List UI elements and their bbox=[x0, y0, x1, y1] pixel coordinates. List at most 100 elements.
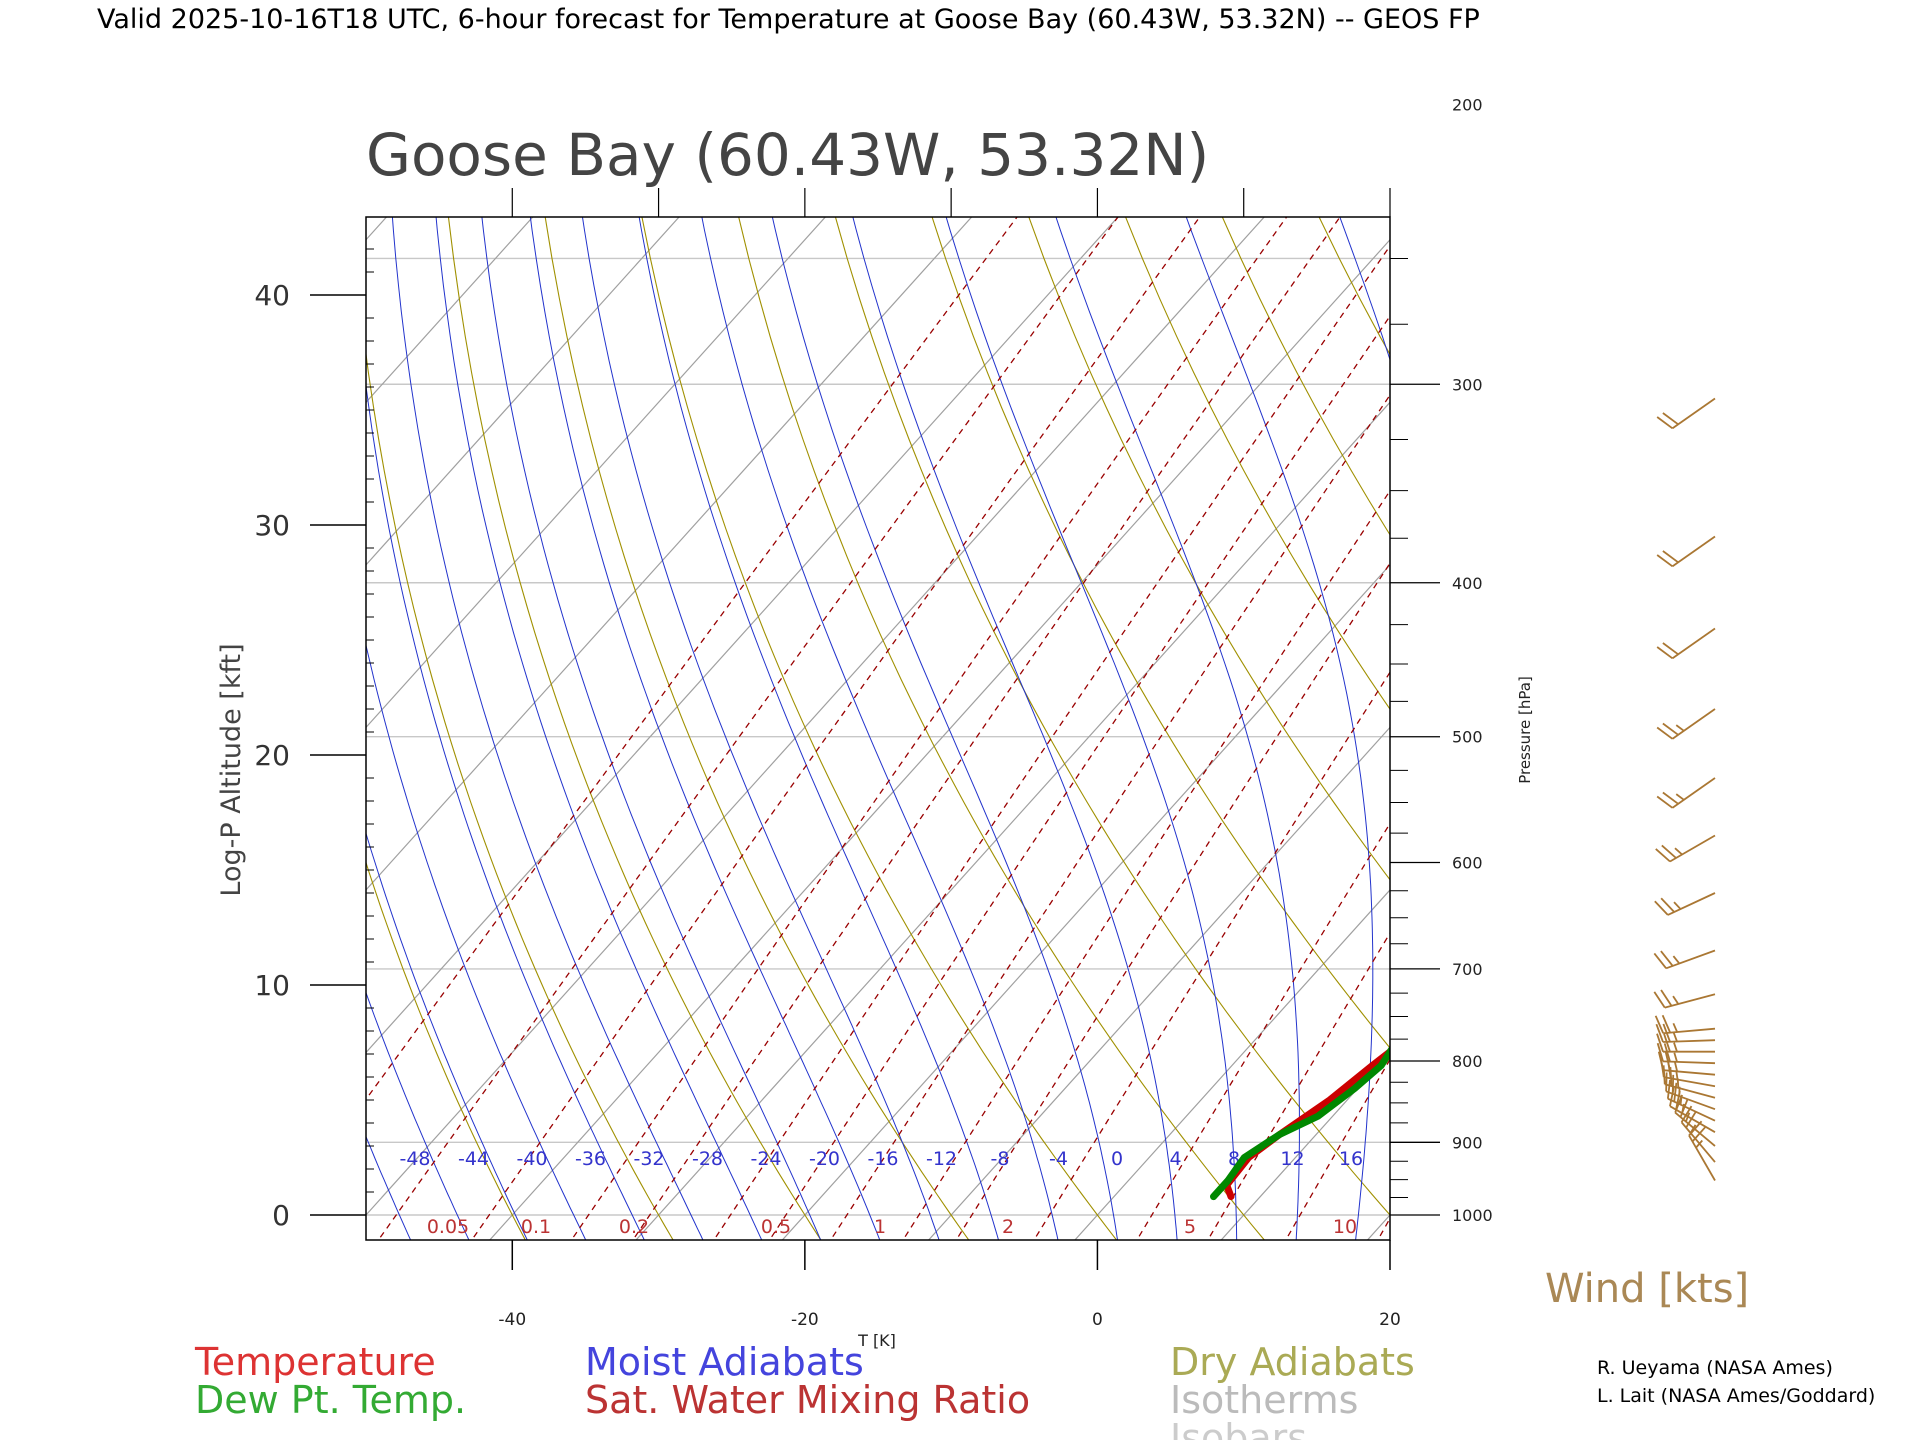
legend-item: Moist Adiabats bbox=[585, 1340, 864, 1384]
isotherm-line bbox=[0, 157, 148, 1261]
mixing-ratio-label: 10 bbox=[1333, 1216, 1357, 1238]
wind-barb bbox=[1656, 535, 1716, 568]
y2-axis-label: Pressure [hPa] bbox=[1516, 676, 1534, 784]
pressure-label: 800 bbox=[1452, 1052, 1483, 1071]
plot-frame bbox=[365, 216, 1391, 1241]
wind-barb bbox=[1655, 1023, 1716, 1043]
moist-adiabat-line bbox=[638, 217, 1000, 1240]
dry-adiabat-line bbox=[447, 217, 822, 1240]
moist-adiabat-label: 12 bbox=[1280, 1148, 1304, 1170]
mixing-ratio-label: 0.1 bbox=[521, 1216, 551, 1238]
mixing-ratio-line bbox=[1136, 822, 1390, 1240]
moist-adiabat-label: -20 bbox=[809, 1148, 840, 1170]
moist-adiabat-line bbox=[29, 0, 183, 1255]
moist-adiabat-label: -36 bbox=[575, 1148, 606, 1170]
dry-adiabat-line bbox=[1645, 0, 1920, 1255]
dry-adiabat-line bbox=[1818, 0, 1920, 1255]
wind-barb bbox=[1656, 627, 1716, 660]
moist-adiabat-line bbox=[366, 643, 587, 1240]
y-tick-label: 40 bbox=[254, 279, 290, 312]
mixing-ratio-label: 0.5 bbox=[761, 1216, 791, 1238]
mixing-ratio-line bbox=[1285, 1058, 1390, 1240]
legend-item: Isobars bbox=[1170, 1416, 1307, 1440]
y-tick-label: 20 bbox=[254, 739, 290, 772]
isotherm-line bbox=[1220, 1051, 1390, 1240]
wind-barb bbox=[1656, 777, 1716, 809]
mixing-ratio-line bbox=[1207, 931, 1390, 1240]
chart-title: Goose Bay (60.43W, 53.32N) bbox=[366, 121, 1209, 189]
wind-label: Wind [kts] bbox=[1545, 1266, 1749, 1312]
pressure-label: 200 bbox=[1452, 95, 1483, 114]
moist-adiabat-line bbox=[1529, 0, 1690, 1255]
isotherm-line bbox=[927, 726, 1390, 1240]
moist-adiabat-line bbox=[435, 217, 763, 1240]
moist-adiabat-line bbox=[701, 217, 1059, 1240]
moist-adiabat-label: -44 bbox=[458, 1148, 489, 1170]
moist-adiabat-label: -24 bbox=[750, 1148, 781, 1170]
dry-adiabat-line bbox=[641, 217, 1118, 1240]
isotherm-line bbox=[0, 157, 2, 1261]
mixing-ratio-line bbox=[829, 393, 1390, 1240]
wind-barb bbox=[1653, 949, 1716, 970]
wind-barb bbox=[1654, 1014, 1716, 1035]
mixing-ratio-label: 0.2 bbox=[619, 1216, 649, 1238]
pressure-label: 700 bbox=[1452, 960, 1483, 979]
mixing-ratio-line bbox=[470, 217, 1201, 1240]
moist-adiabat-line bbox=[1646, 0, 1920, 1255]
moist-adiabat-label: -40 bbox=[516, 1148, 547, 1170]
moist-adiabat-line bbox=[529, 217, 881, 1240]
mixing-ratio-line bbox=[902, 489, 1390, 1240]
isotherm-line bbox=[635, 401, 1390, 1240]
wind-barb bbox=[1653, 989, 1716, 1009]
moist-adiabat-line bbox=[391, 217, 704, 1240]
x-tick-label: 20 bbox=[1379, 1310, 1401, 1330]
moist-adiabat-line bbox=[366, 382, 645, 1240]
moist-adiabat-label: -32 bbox=[633, 1148, 664, 1170]
moist-adiabat-label: -28 bbox=[692, 1148, 723, 1170]
moist-adiabat-label: -8 bbox=[991, 1148, 1010, 1170]
profiles bbox=[1210, 1045, 1390, 1201]
mixing-ratio-label: 0.05 bbox=[427, 1216, 469, 1238]
pressure-label: 1000 bbox=[1452, 1206, 1493, 1225]
pressure-label: 400 bbox=[1452, 574, 1483, 593]
background-labels: -48 -44 -40 -36 -32 -28 -24 -20 -16 -12 -8 -4 0 4 8 12 1… bbox=[399, 1148, 1363, 1238]
legend-item: Dry Adiabats bbox=[1170, 1340, 1415, 1384]
moist-adiabat-line bbox=[581, 217, 940, 1240]
moist-adiabat-label: -48 bbox=[399, 1148, 430, 1170]
pressure-label: 600 bbox=[1452, 854, 1483, 873]
moist-adiabat-line bbox=[111, 0, 301, 1255]
x-tick-label: 0 bbox=[1092, 1310, 1103, 1330]
moist-adiabat-line bbox=[481, 217, 822, 1240]
dry-adiabat-line bbox=[1028, 217, 1390, 881]
isotherm-line bbox=[366, 217, 534, 404]
isotherm-line bbox=[366, 217, 1119, 1054]
legend-item: Temperature bbox=[194, 1340, 436, 1384]
moist-adiabat-line bbox=[151, 0, 359, 1255]
legend-item: Sat. Water Mixing Ratio bbox=[585, 1378, 1030, 1422]
wind-barb bbox=[1656, 397, 1716, 430]
dry-adiabat-line bbox=[366, 350, 674, 1240]
moist-adiabat-label: 16 bbox=[1339, 1148, 1363, 1170]
moist-adiabat-line bbox=[1185, 217, 1374, 1240]
moist-adiabat-line bbox=[70, 0, 242, 1255]
dry-adiabat-line bbox=[1298, 0, 1920, 1255]
moist-adiabat-line bbox=[1588, 0, 1847, 1255]
y-tick-label: 0 bbox=[272, 1199, 290, 1232]
moist-adiabat-line bbox=[1339, 217, 1390, 362]
moist-adiabat-line bbox=[366, 991, 470, 1240]
dry-adiabat-line bbox=[1472, 0, 1920, 1255]
pressure-label: 500 bbox=[1452, 728, 1483, 747]
series-line bbox=[1210, 1045, 1390, 1201]
moist-adiabat-line bbox=[945, 217, 1238, 1240]
mixing-ratio-line bbox=[1437, 0, 1920, 1255]
mixing-ratio-line bbox=[955, 561, 1390, 1240]
isotherm-line bbox=[366, 217, 973, 891]
mixing-ratio-label: 5 bbox=[1184, 1216, 1196, 1238]
moist-adiabat-line bbox=[366, 831, 528, 1240]
mixing-ratio-line bbox=[1536, 0, 1920, 1255]
pressure-label: 900 bbox=[1452, 1133, 1483, 1152]
credit-1: R. Ueyama (NASA Ames) bbox=[1597, 1357, 1833, 1379]
mixing-ratio-line bbox=[1033, 671, 1390, 1240]
